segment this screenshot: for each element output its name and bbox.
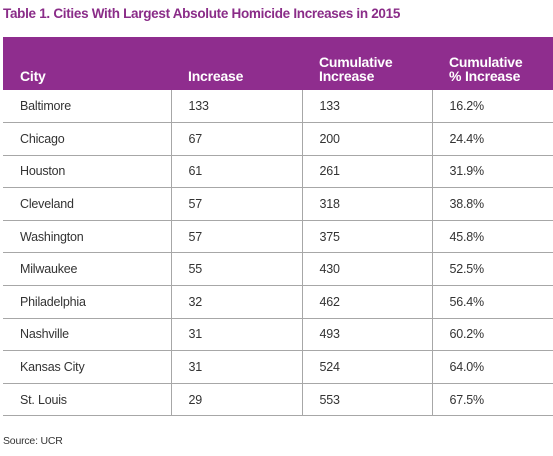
city-cell: Chicago	[3, 122, 171, 156]
cumulative-increase-cell: 261	[301, 155, 432, 189]
city-cell: Houston	[3, 155, 171, 189]
city-cell: Philadelphia	[3, 285, 171, 319]
table-row: St. Louis 29 553 67.5%	[3, 383, 553, 417]
cumulative-percent-cell: 24.4%	[431, 122, 553, 156]
city-cell: Cleveland	[3, 187, 171, 221]
cumulative-increase-cell: 200	[301, 122, 432, 156]
table-row: Cleveland 57 318 38.8%	[3, 187, 553, 221]
table-row: Kansas City 31 524 64.0%	[3, 350, 553, 384]
column-header-line: Increase	[319, 68, 375, 84]
header-row: City Increase Cumulative Increase Cumula…	[3, 37, 553, 90]
column-header-city: City	[3, 37, 171, 90]
increase-cell: 57	[170, 187, 302, 221]
table-row: Baltimore 133 133 16.2%	[3, 90, 553, 124]
cumulative-increase-cell: 524	[301, 350, 432, 384]
column-header-increase: Increase	[171, 37, 302, 90]
table-row: Milwaukee 55 430 52.5%	[3, 252, 553, 287]
cumulative-increase-cell: 430	[301, 252, 432, 287]
source-note: Source: UCR	[3, 435, 63, 447]
column-header-line: Increase	[188, 68, 244, 84]
city-cell: Milwaukee	[3, 252, 171, 287]
table-row: Nashville 31 493 60.2%	[3, 318, 553, 352]
cumulative-percent-cell: 31.9%	[431, 155, 553, 189]
city-cell: Baltimore	[3, 90, 171, 124]
cumulative-increase-cell: 462	[301, 285, 432, 319]
increase-cell: 57	[170, 220, 302, 254]
increase-cell: 31	[170, 318, 302, 352]
cumulative-percent-cell: 60.2%	[431, 318, 553, 352]
cumulative-percent-cell: 52.5%	[431, 252, 553, 287]
increase-cell: 29	[170, 383, 302, 417]
table-row: Washington 57 375 45.8%	[3, 220, 553, 254]
table-title: Table 1. Cities With Largest Absolute Ho…	[3, 6, 401, 21]
cumulative-percent-cell: 56.4%	[431, 285, 553, 319]
cumulative-increase-cell: 493	[301, 318, 432, 352]
column-header-cumulative-percent-increase: Cumulative % Increase	[432, 37, 553, 90]
table-body: Baltimore 133 133 16.2% Chicago 67 200 2…	[3, 90, 553, 417]
cumulative-increase-cell: 318	[301, 187, 432, 221]
cumulative-percent-cell: 45.8%	[431, 220, 553, 254]
city-cell: Nashville	[3, 318, 171, 352]
column-header-cumulative-increase: Cumulative Increase	[302, 37, 432, 90]
column-header-line: % Increase	[449, 68, 521, 84]
city-cell: St. Louis	[3, 383, 171, 417]
column-header-line: City	[20, 68, 46, 84]
city-cell: Kansas City	[3, 350, 171, 384]
column-header-line: Cumulative	[319, 54, 393, 70]
increase-cell: 61	[170, 155, 302, 189]
increase-cell: 55	[170, 252, 302, 287]
column-header-line: Cumulative	[449, 54, 523, 70]
increase-cell: 133	[170, 90, 302, 124]
cumulative-percent-cell: 16.2%	[431, 90, 553, 124]
homicide-table: City Increase Cumulative Increase Cumula…	[3, 37, 553, 417]
table-header: City Increase Cumulative Increase Cumula…	[3, 37, 553, 90]
increase-cell: 67	[170, 122, 302, 156]
table-row: Philadelphia 32 462 56.4%	[3, 285, 553, 319]
table-row: Houston 61 261 31.9%	[3, 155, 553, 189]
cumulative-increase-cell: 553	[301, 383, 432, 417]
city-cell: Washington	[3, 220, 171, 254]
cumulative-percent-cell: 67.5%	[431, 383, 553, 417]
increase-cell: 31	[170, 350, 302, 384]
table-row: Chicago 67 200 24.4%	[3, 122, 553, 156]
cumulative-percent-cell: 38.8%	[431, 187, 553, 221]
cumulative-increase-cell: 375	[301, 220, 432, 254]
increase-cell: 32	[170, 285, 302, 319]
cumulative-increase-cell: 133	[301, 90, 432, 124]
cumulative-percent-cell: 64.0%	[431, 350, 553, 384]
